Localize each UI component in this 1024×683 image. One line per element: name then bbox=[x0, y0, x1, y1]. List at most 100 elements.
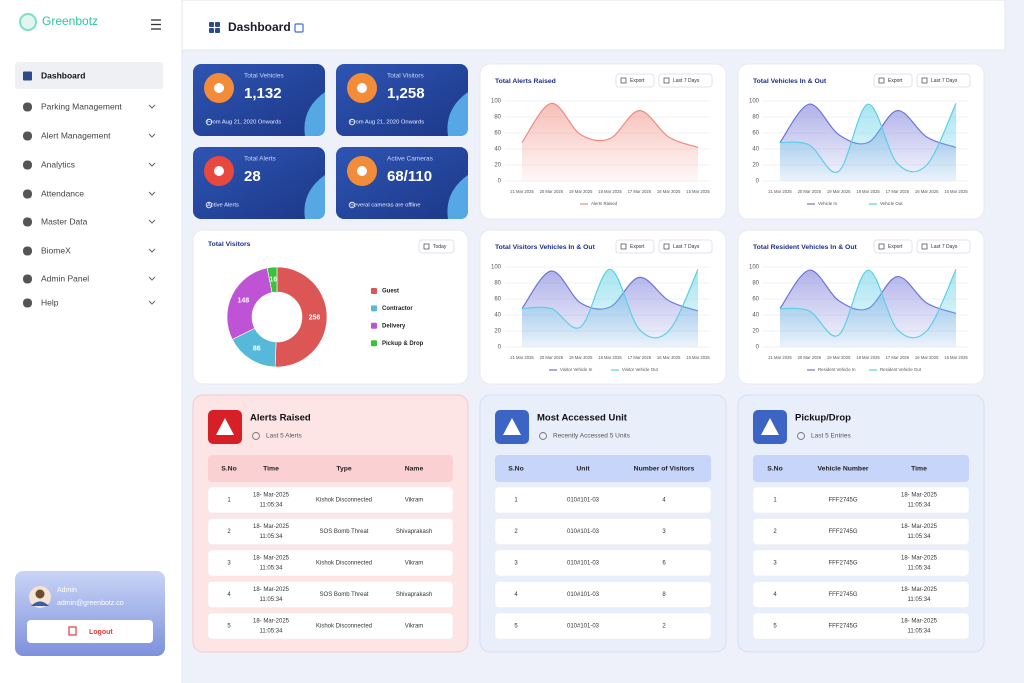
button[interactable] bbox=[615, 239, 655, 254]
menu-item[interactable]: Master Data bbox=[41, 216, 88, 226]
button-label[interactable]: Today bbox=[433, 244, 447, 250]
button[interactable] bbox=[615, 73, 655, 88]
x-tick-label: 19 Mar 2025 bbox=[827, 355, 851, 360]
menu-item[interactable]: BiomeX bbox=[41, 245, 71, 255]
stat-value: 1,258 bbox=[387, 85, 425, 102]
table-cell: 18- Mar-2025 bbox=[901, 619, 938, 625]
column-header: Unit bbox=[576, 465, 590, 472]
button[interactable] bbox=[658, 73, 713, 88]
table-cell: 11:05:34 bbox=[260, 534, 284, 540]
legend-label: Resident Vehicle Out bbox=[880, 367, 922, 372]
y-tick-label: 40 bbox=[752, 147, 759, 153]
table-cell: 4 bbox=[662, 498, 666, 504]
stat-icon-glyph bbox=[214, 166, 224, 176]
table-header bbox=[495, 455, 711, 482]
table-cell: 11:05:34 bbox=[260, 629, 284, 635]
x-tick-label: 15 Mar 2025 bbox=[686, 355, 710, 360]
stat-card-wave bbox=[304, 175, 325, 219]
x-tick-label: 16 Mar 2025 bbox=[915, 355, 939, 360]
stat-card-wave bbox=[447, 175, 468, 219]
note-icon bbox=[205, 118, 213, 126]
avatar-head bbox=[35, 589, 45, 599]
stat-note: Active Alerts bbox=[207, 203, 239, 209]
button[interactable] bbox=[658, 239, 713, 254]
column-header: Vehicle Number bbox=[818, 465, 869, 472]
button[interactable] bbox=[873, 73, 913, 88]
clock-icon bbox=[539, 432, 547, 440]
button[interactable] bbox=[916, 73, 971, 88]
table-cell: FFF2745G bbox=[828, 561, 857, 567]
menu-item[interactable]: Admin Panel bbox=[41, 273, 89, 283]
menu-icon bbox=[23, 274, 32, 284]
logout-button[interactable] bbox=[27, 620, 153, 643]
dashboard-icon bbox=[215, 22, 220, 27]
x-tick-label: 19 Mar 2025 bbox=[569, 355, 593, 360]
table-row bbox=[207, 518, 454, 545]
slice-label: 86 bbox=[253, 345, 261, 352]
chart-title: Total Visitors Vehicles In & Out bbox=[495, 244, 596, 251]
stat-label: Active Cameras bbox=[387, 156, 434, 163]
sidebar bbox=[0, 0, 182, 683]
x-tick-label: 19 Mar 2025 bbox=[827, 189, 851, 194]
user-name: Admin bbox=[57, 587, 77, 594]
menu-item[interactable]: Attendance bbox=[41, 188, 84, 198]
y-tick-label: 80 bbox=[494, 281, 501, 287]
button[interactable] bbox=[418, 239, 455, 254]
button-label[interactable]: Last 7 Days bbox=[931, 78, 958, 84]
button-label[interactable]: Export bbox=[888, 78, 903, 84]
button-label[interactable]: Last 7 Days bbox=[673, 244, 700, 250]
table-cell: 1 bbox=[773, 498, 777, 504]
avatar-body bbox=[31, 601, 49, 606]
dashboard-icon bbox=[209, 28, 214, 33]
table-cell: 11:05:34 bbox=[908, 534, 932, 540]
table-icon-glyph bbox=[216, 418, 234, 435]
menu-chevron bbox=[148, 300, 156, 305]
table-cell: 11:05:34 bbox=[260, 503, 284, 509]
menu-item[interactable]: Help bbox=[41, 297, 59, 307]
table-row bbox=[207, 486, 454, 514]
user-email: admin@greenbotz.co bbox=[57, 600, 124, 607]
menu-item[interactable]: Analytics bbox=[41, 159, 75, 169]
menu-item[interactable]: Alert Management bbox=[41, 130, 111, 140]
legend-label: Guest bbox=[382, 289, 399, 295]
button-icon bbox=[663, 77, 670, 84]
menu-item[interactable]: Dashboard bbox=[41, 70, 85, 80]
table-cell: 3 bbox=[662, 529, 666, 535]
button-label[interactable]: Export bbox=[888, 244, 903, 250]
logout-label[interactable]: Logout bbox=[89, 629, 113, 636]
table-cell: 3 bbox=[514, 561, 518, 567]
column-header: Time bbox=[911, 465, 927, 472]
column-header: S.No bbox=[508, 465, 523, 472]
table-cell: 2 bbox=[227, 529, 231, 535]
button[interactable] bbox=[916, 239, 971, 254]
series-line bbox=[521, 268, 699, 339]
menu-icon bbox=[23, 160, 32, 170]
chart-title: Total Vehicles In & Out bbox=[753, 78, 827, 85]
menu-icon bbox=[23, 131, 32, 141]
table-cell: 4 bbox=[773, 592, 777, 598]
x-tick-label: 17 Mar 2025 bbox=[628, 355, 652, 360]
button-label[interactable]: Last 7 Days bbox=[673, 78, 700, 84]
button-label[interactable]: Last 7 Days bbox=[931, 244, 958, 250]
chart-title: Total Alerts Raised bbox=[495, 78, 556, 85]
x-tick-label: 17 Mar 2025 bbox=[628, 189, 652, 194]
button-icon bbox=[878, 243, 885, 250]
table-cell: 8 bbox=[662, 592, 666, 598]
button-label[interactable]: Export bbox=[630, 244, 645, 250]
menu-item[interactable]: Parking Management bbox=[41, 101, 122, 111]
button[interactable] bbox=[873, 239, 913, 254]
x-tick-label: 16 Mar 2025 bbox=[657, 189, 681, 194]
table-cell: 6 bbox=[662, 561, 666, 567]
table-row bbox=[752, 612, 970, 640]
column-header: Type bbox=[336, 465, 352, 472]
y-tick-label: 100 bbox=[749, 99, 760, 105]
stat-card-wave bbox=[304, 92, 325, 136]
chart-title: Total Visitors bbox=[208, 241, 251, 248]
y-tick-label: 60 bbox=[752, 131, 759, 137]
table-cell: 18- Mar-2025 bbox=[253, 493, 290, 499]
button-label[interactable]: Export bbox=[630, 78, 645, 84]
button-icon bbox=[620, 77, 627, 84]
series-area bbox=[522, 269, 698, 347]
edit-icon[interactable] bbox=[294, 23, 304, 33]
